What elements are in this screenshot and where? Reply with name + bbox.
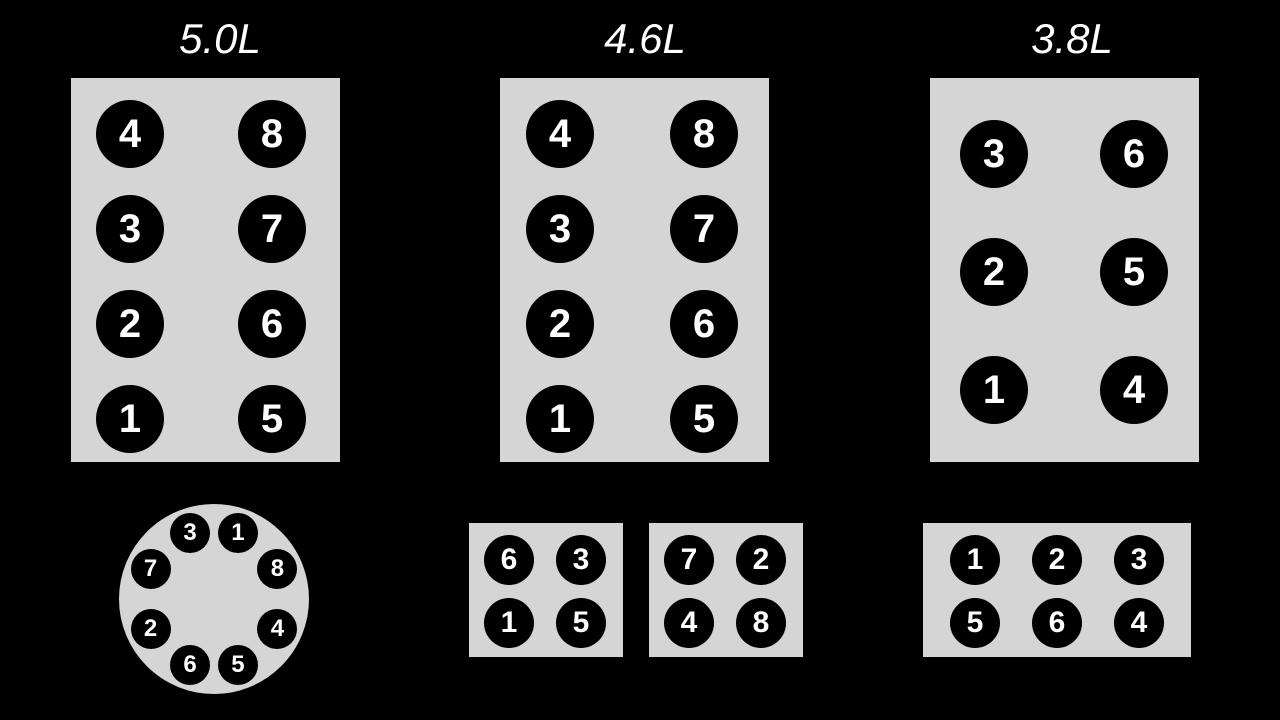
cylinder-eng50-1: 1 — [96, 385, 164, 453]
cylinder-eng46-6: 6 — [670, 290, 738, 358]
distributor-terminal-2: 2 — [131, 609, 171, 649]
coil-terminal-cp46b-7: 7 — [664, 535, 714, 585]
cylinder-eng50-4: 4 — [96, 100, 164, 168]
coil-terminal-cp38-4: 4 — [1114, 598, 1164, 648]
cylinder-eng46-7: 7 — [670, 195, 738, 263]
coil-terminal-cp38-1: 1 — [950, 535, 1000, 585]
coil-terminal-cp38-2: 2 — [1032, 535, 1082, 585]
cylinder-eng38-6: 6 — [1100, 120, 1168, 188]
cylinder-eng46-3: 3 — [526, 195, 594, 263]
engine-label-eng50: 5.0L — [160, 15, 280, 63]
coil-terminal-cp46a-6: 6 — [484, 535, 534, 585]
cylinder-eng38-1: 1 — [960, 356, 1028, 424]
coil-terminal-cp46b-8: 8 — [736, 598, 786, 648]
cylinder-eng46-4: 4 — [526, 100, 594, 168]
engine-label-eng46: 4.6L — [585, 15, 705, 63]
engine-label-eng38: 3.8L — [1012, 15, 1132, 63]
cylinder-eng46-5: 5 — [670, 385, 738, 453]
coil-terminal-cp38-6: 6 — [1032, 598, 1082, 648]
cylinder-eng50-2: 2 — [96, 290, 164, 358]
distributor-terminal-5: 5 — [218, 645, 258, 685]
cylinder-eng46-8: 8 — [670, 100, 738, 168]
cylinder-eng38-2: 2 — [960, 238, 1028, 306]
coil-terminal-cp38-5: 5 — [950, 598, 1000, 648]
coil-terminal-cp46a-5: 5 — [556, 598, 606, 648]
coil-terminal-cp46a-3: 3 — [556, 535, 606, 585]
distributor-cap — [115, 500, 313, 698]
cylinder-eng50-7: 7 — [238, 195, 306, 263]
cylinder-eng50-3: 3 — [96, 195, 164, 263]
cylinder-eng38-3: 3 — [960, 120, 1028, 188]
coil-terminal-cp38-3: 3 — [1114, 535, 1164, 585]
distributor-terminal-6: 6 — [170, 645, 210, 685]
distributor-terminal-3: 3 — [170, 513, 210, 553]
distributor-terminal-1: 1 — [218, 513, 258, 553]
cylinder-eng50-5: 5 — [238, 385, 306, 453]
distributor-terminal-4: 4 — [257, 609, 297, 649]
cylinder-eng46-2: 2 — [526, 290, 594, 358]
cylinder-eng50-6: 6 — [238, 290, 306, 358]
coil-terminal-cp46b-2: 2 — [736, 535, 786, 585]
cylinder-eng46-1: 1 — [526, 385, 594, 453]
cylinder-eng50-8: 8 — [238, 100, 306, 168]
distributor-terminal-7: 7 — [131, 549, 171, 589]
coil-terminal-cp46b-4: 4 — [664, 598, 714, 648]
cylinder-eng38-4: 4 — [1100, 356, 1168, 424]
coil-terminal-cp46a-1: 1 — [484, 598, 534, 648]
cylinder-eng38-5: 5 — [1100, 238, 1168, 306]
